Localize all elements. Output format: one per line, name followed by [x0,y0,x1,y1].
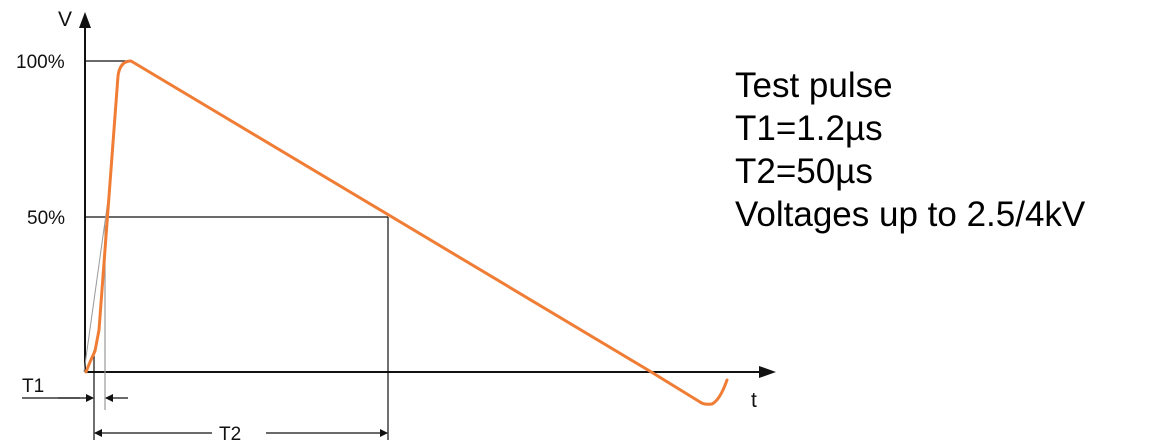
t1-label: T1 [22,376,44,397]
pulse-waveform [84,59,729,406]
info-title: Test pulse [735,66,893,105]
tick-50-percent: 50% [27,208,65,229]
y-axis-arrow [79,12,91,28]
info-t1: T1=1.2µs [735,109,883,148]
info-t2: T2=50µs [735,152,873,191]
x-axis-label: t [751,389,757,412]
test-pulse-info: Test pulse T1=1.2µs T2=50µs Voltages up … [735,64,1160,236]
front-extension-line [83,199,109,373]
t2-label: T2 [219,424,241,442]
y-axis-label: V [58,8,72,31]
tick-100-percent: 100% [16,52,65,73]
x-axis-arrow [759,366,776,378]
info-voltages: Voltages up to 2.5/4kV [735,195,1086,234]
